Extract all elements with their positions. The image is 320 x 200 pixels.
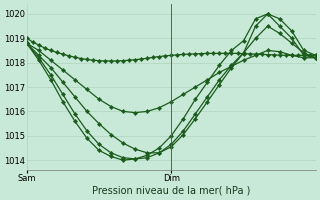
X-axis label: Pression niveau de la mer( hPa ): Pression niveau de la mer( hPa ) — [92, 186, 251, 196]
